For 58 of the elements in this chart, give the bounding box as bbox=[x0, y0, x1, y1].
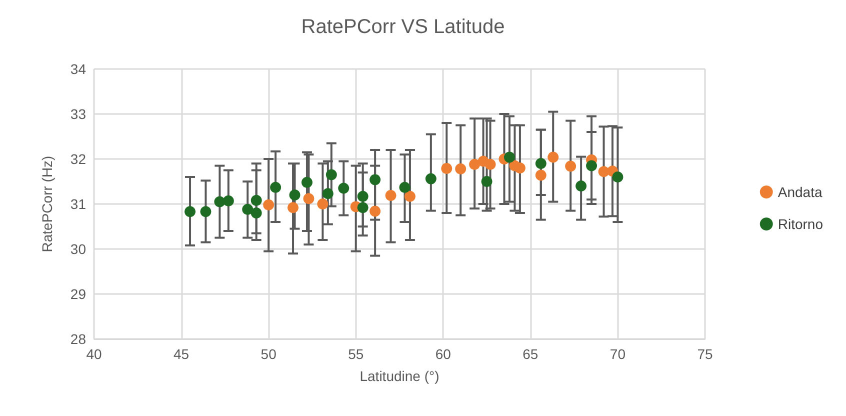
point bbox=[357, 190, 368, 202]
point bbox=[263, 199, 274, 210]
x-tick-label: 65 bbox=[522, 346, 538, 362]
x-tick-label: 40 bbox=[86, 346, 102, 362]
x-tick-label: 75 bbox=[697, 346, 713, 362]
point bbox=[317, 198, 328, 210]
point bbox=[504, 152, 515, 163]
point bbox=[481, 176, 492, 187]
point bbox=[441, 162, 452, 174]
point bbox=[548, 152, 559, 163]
point bbox=[250, 208, 262, 218]
y-tick-label: 33 bbox=[70, 106, 86, 122]
x-tick-label: 55 bbox=[348, 346, 364, 362]
point bbox=[455, 163, 466, 174]
point bbox=[385, 190, 396, 201]
y-tick-label: 28 bbox=[70, 331, 86, 347]
point bbox=[404, 190, 416, 202]
point bbox=[242, 204, 254, 215]
point bbox=[338, 182, 350, 194]
legend-label: Andata bbox=[778, 184, 822, 200]
point bbox=[576, 180, 587, 192]
y-tick-label: 31 bbox=[70, 196, 86, 212]
x-tick-label: 50 bbox=[260, 346, 277, 362]
chart-title: RatePCorr VS Latitude bbox=[301, 16, 505, 38]
point bbox=[200, 206, 212, 218]
point bbox=[184, 206, 196, 218]
point bbox=[288, 202, 299, 214]
point bbox=[399, 182, 410, 193]
point bbox=[250, 194, 262, 206]
point bbox=[301, 176, 312, 188]
point bbox=[303, 193, 314, 204]
x-tick-label: 45 bbox=[173, 346, 190, 362]
point bbox=[370, 174, 381, 186]
x-axis-title: Latitudine (°) bbox=[360, 368, 440, 384]
point bbox=[425, 173, 436, 184]
point bbox=[289, 190, 300, 200]
x-tick-label: 70 bbox=[610, 346, 626, 362]
y-tick-label: 32 bbox=[70, 151, 86, 167]
point bbox=[586, 160, 598, 172]
x-tick-label: 60 bbox=[435, 346, 452, 362]
y-tick-label: 34 bbox=[70, 61, 86, 77]
point bbox=[535, 170, 546, 181]
legend-label: Ritorno bbox=[778, 216, 824, 232]
point bbox=[514, 162, 526, 174]
point bbox=[270, 182, 282, 193]
point bbox=[469, 158, 480, 170]
y-tick-label: 30 bbox=[70, 241, 86, 257]
point bbox=[484, 158, 496, 170]
y-tick-label: 29 bbox=[70, 286, 86, 302]
point bbox=[370, 206, 381, 217]
point bbox=[326, 169, 337, 180]
point bbox=[535, 158, 546, 169]
y-axis-title: RatePCorr (Hz) bbox=[39, 156, 55, 252]
point bbox=[612, 172, 624, 182]
point bbox=[357, 202, 368, 214]
point bbox=[322, 188, 334, 200]
point bbox=[222, 195, 234, 206]
point bbox=[565, 160, 576, 172]
